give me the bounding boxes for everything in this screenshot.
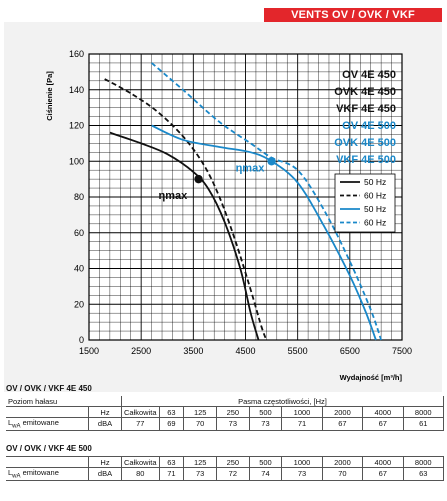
total-label: Całkowita [121, 456, 160, 468]
eta-max-label: ηmax [236, 162, 266, 174]
model-label: VKF 4E 500 [336, 154, 396, 166]
value-cell: 72 [216, 467, 250, 481]
freq-cell: 8000 [402, 456, 445, 468]
freq-cell: 4000 [362, 456, 404, 468]
model-label: OV 4E 500 [342, 120, 396, 132]
value-cell: 73 [248, 417, 283, 431]
model-label: VKF 4E 450 [336, 103, 396, 115]
model-label: OV 4E 450 [342, 69, 396, 81]
series-line [151, 124, 377, 341]
value-cell: 71 [158, 467, 185, 481]
total-value: 77 [121, 417, 160, 431]
model-label: OVK 4E 500 [334, 137, 396, 149]
x-tick-label: 7500 [392, 346, 412, 356]
x-tick-label: 6500 [340, 346, 360, 356]
y-tick-label: 120 [69, 121, 84, 131]
model-label: OVK 4E 450 [334, 86, 396, 98]
total-label: Całkowita [121, 406, 160, 418]
value-cell: 67 [362, 467, 404, 481]
value-cell: 71 [281, 417, 323, 431]
x-tick-label: 5500 [288, 346, 308, 356]
value-cell: 73 [183, 467, 218, 481]
noise-table-450: Poziom hałasu Pasma częstotliwości, [Hz]… [6, 396, 445, 431]
legend-box [334, 173, 396, 233]
performance-chart: 1500 2500 3500 4500 5500 6500 7500 0 20 40 60 80 100… [45, 49, 412, 382]
freq-cell: 125 [183, 406, 218, 418]
y-tick-label: 160 [69, 49, 84, 59]
freq-band-label: Pasma częstotliwości, [Hz] [121, 396, 444, 407]
eta-max-point [267, 157, 276, 166]
y-tick-label: 0 [79, 335, 84, 345]
freq-cell: 1000 [281, 406, 323, 418]
x-tick-label: 4500 [235, 346, 255, 356]
emit-label: LwA emitowane [6, 467, 89, 481]
freq-cell: 250 [216, 406, 250, 418]
y-tick-label: 80 [74, 192, 84, 202]
noise-table-500: Hz Całkowita 63 125 250 500 1000 2000 40… [6, 456, 445, 481]
y-tick-label: 140 [69, 85, 84, 95]
value-cell: 70 [321, 467, 364, 481]
noise-level-label: Poziom hałasu [6, 396, 122, 407]
y-tick-label: 60 [74, 228, 84, 238]
freq-cell: 2000 [321, 456, 364, 468]
freq-cell: 500 [248, 406, 283, 418]
freq-cell: 500 [248, 456, 283, 468]
series-line [109, 131, 260, 341]
value-cell: 67 [362, 417, 404, 431]
eta-max-point [194, 174, 203, 184]
y-tick-label: 20 [74, 299, 84, 309]
unit-dba: dBA [88, 467, 122, 481]
y-axis-label: Ciśnienie [Pa] [45, 71, 54, 121]
table-title-500: OV / OVK / VKF 4E 500 [6, 444, 92, 453]
x-tick-label: 2500 [131, 346, 151, 356]
value-cell: 67 [321, 417, 364, 431]
unit-hz: Hz [88, 456, 122, 468]
row-blank [6, 456, 89, 468]
freq-cell: 125 [183, 456, 218, 468]
value-cell: 73 [281, 467, 323, 481]
freq-cell: 63 [158, 456, 185, 468]
brand-banner: VENTS OV / OVK / VKF [264, 8, 442, 23]
emit-label: LwA emitowane [6, 417, 89, 431]
value-cell: 61 [402, 417, 445, 431]
series-line [151, 62, 382, 341]
x-tick-label: 1500 [79, 346, 99, 356]
freq-cell: 2000 [321, 406, 364, 418]
value-cell: 73 [216, 417, 250, 431]
unit-dba: dBA [88, 417, 122, 431]
freq-cell: 1000 [281, 456, 323, 468]
legend-label: 50 Hz [364, 204, 386, 214]
eta-max-label: ηmax [159, 190, 189, 202]
value-cell: 69 [158, 417, 185, 431]
x-tick-label: 3500 [183, 346, 203, 356]
x-axis-label: Wydajność [m³/h] [340, 373, 403, 382]
freq-cell: 63 [158, 406, 185, 418]
total-value: 80 [121, 467, 160, 481]
plot-frame [88, 53, 403, 341]
freq-cell: 4000 [362, 406, 404, 418]
table-title-450: OV / OVK / VKF 4E 450 [6, 384, 92, 393]
legend-label: 60 Hz [364, 191, 386, 201]
value-cell: 70 [183, 417, 218, 431]
value-cell: 74 [248, 467, 283, 481]
y-tick-label: 40 [74, 264, 84, 274]
freq-cell: 250 [216, 456, 250, 468]
freq-cell: 8000 [402, 406, 445, 418]
legend-label: 60 Hz [364, 218, 386, 228]
value-cell: 63 [402, 467, 445, 481]
legend-label: 50 Hz [364, 177, 386, 187]
unit-hz: Hz [88, 406, 122, 418]
row-blank [6, 406, 89, 418]
y-tick-label: 100 [69, 156, 84, 166]
